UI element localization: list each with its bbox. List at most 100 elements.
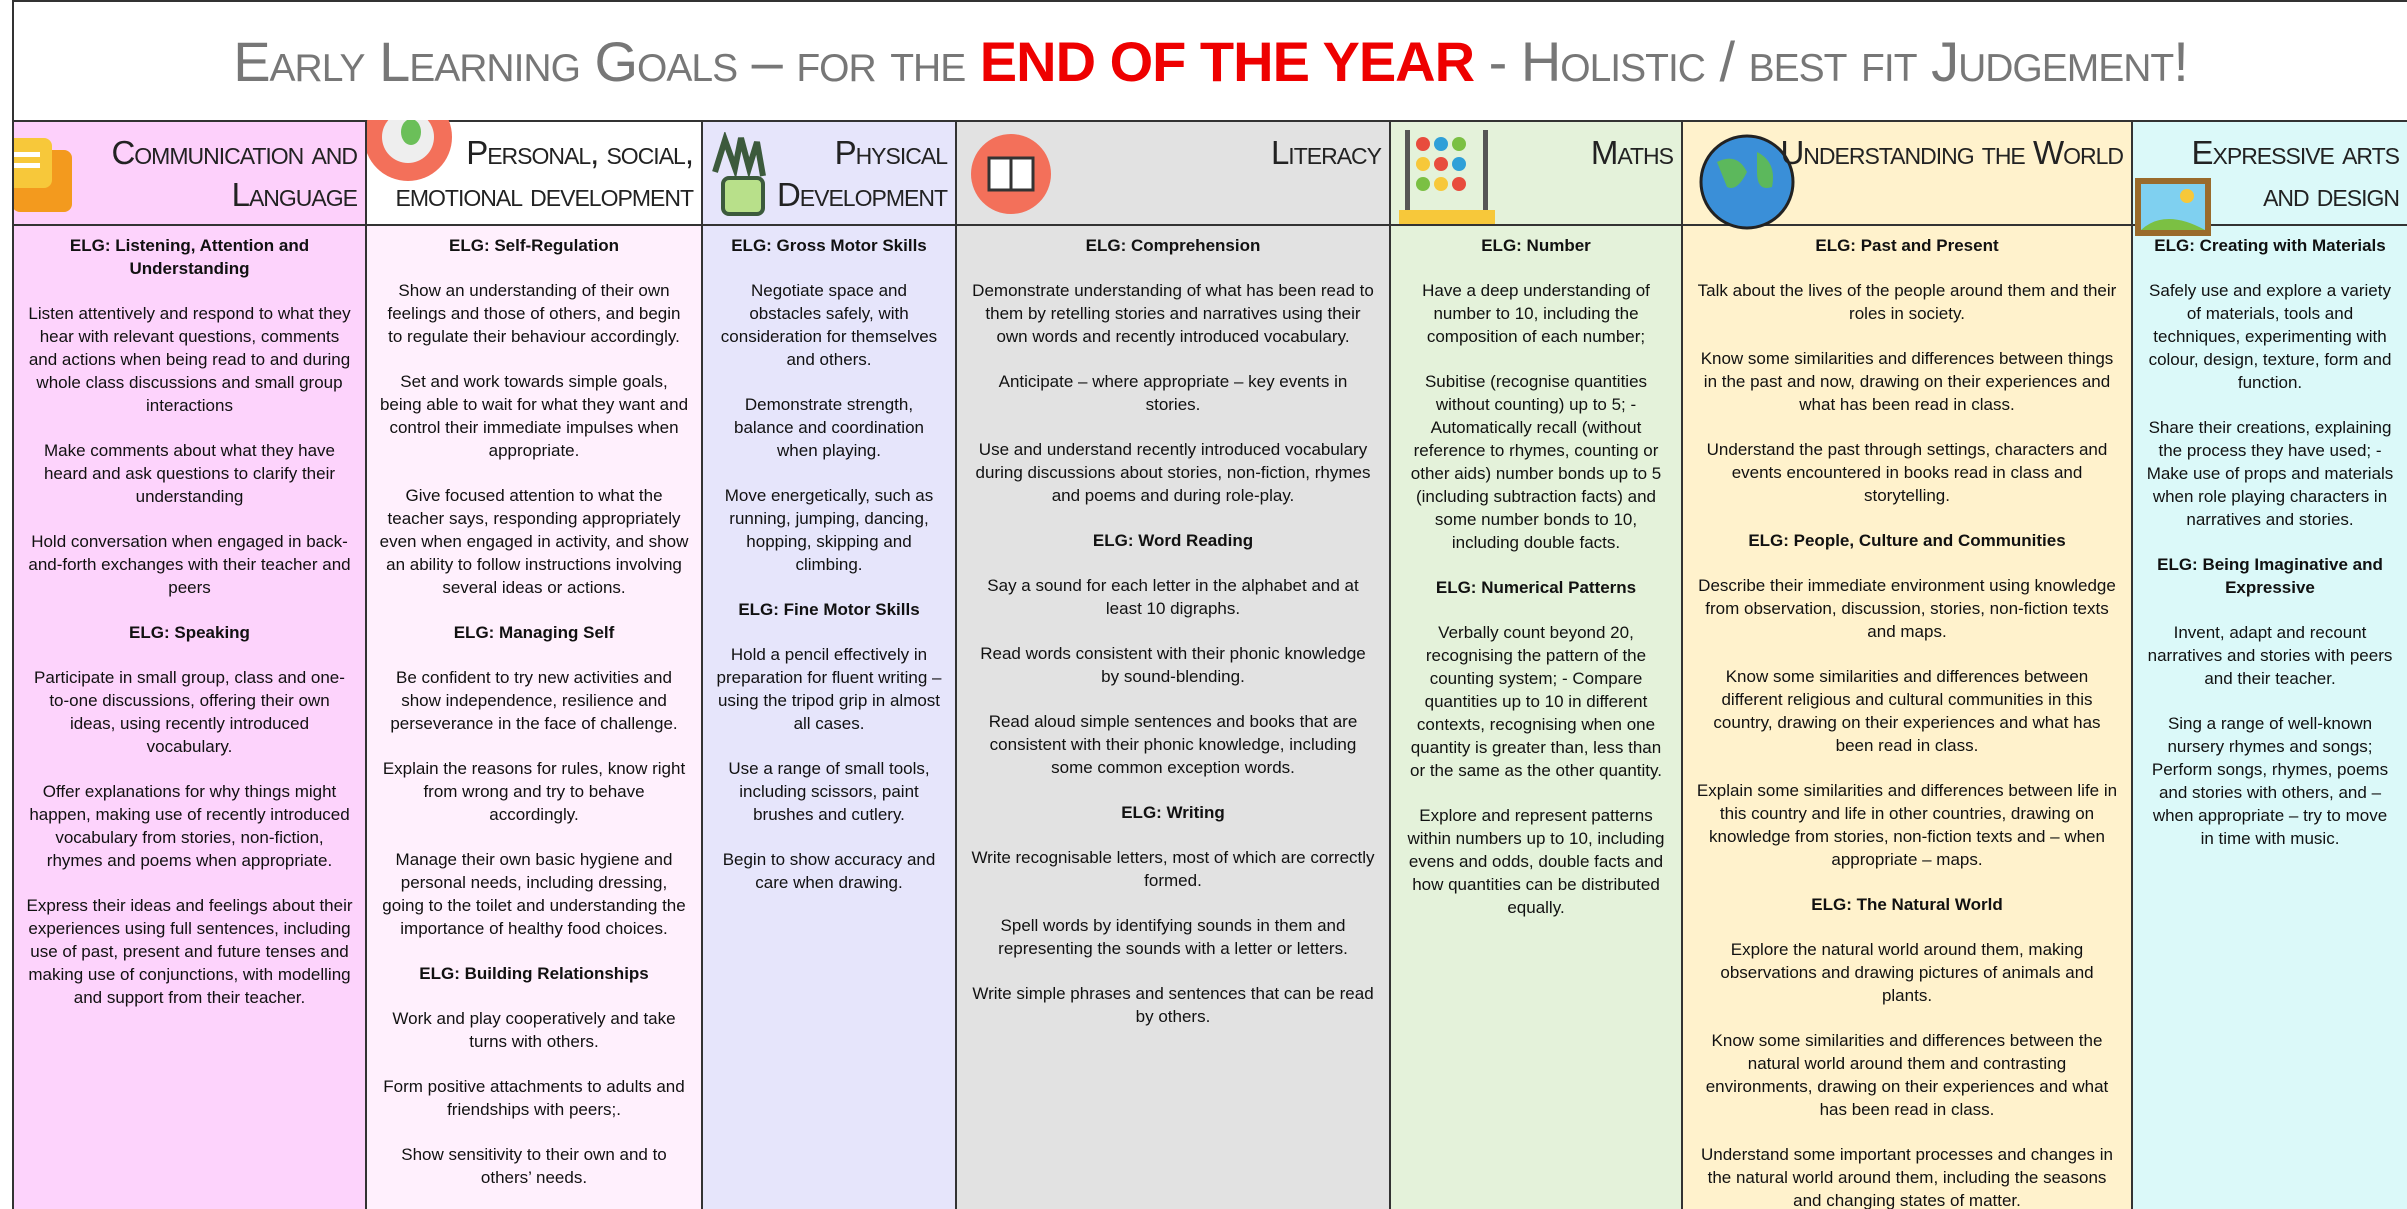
goal-text: Manage their own basic hygiene and perso… — [382, 850, 686, 938]
goal-text: Listen attentively and respond to what t… — [28, 304, 351, 415]
section-heading: ELG: Being Imaginative and Expressive — [2157, 555, 2383, 597]
goal-text: Be confident to try new activities and s… — [390, 668, 678, 733]
icon — [712, 132, 766, 216]
goal-text: Give focused attention to what the teach… — [379, 486, 689, 597]
goal-text: Explore the natural world around them, m… — [1720, 940, 2094, 1005]
goal-text: Use a range of small tools, including sc… — [728, 759, 930, 824]
column-body: ELG: Creating with Materials Safely use a… — [2133, 226, 2407, 880]
goal-text: Work and play cooperatively and take tur… — [392, 1009, 676, 1051]
icon — [1699, 134, 1795, 230]
column-title: Expressive arts and design — [2191, 134, 2400, 213]
goal-text: Know some similarities and differences b… — [1705, 1031, 2109, 1119]
goal-text: Hold a pencil effectively in preparation… — [716, 645, 942, 733]
goal-text: Know some similarities and differences b… — [1700, 349, 2114, 414]
goal-text: Talk about the lives of the people aroun… — [1697, 281, 2117, 323]
section-heading: ELG: Past and Present — [1815, 236, 1999, 255]
goal-text: Know some similarities and differences b… — [1713, 667, 2101, 755]
column-body: ELG: Past and Present Talk about the live… — [1683, 226, 2131, 1209]
goal-text: Safely use and explore a variety of mate… — [2148, 281, 2392, 392]
section-heading: ELG: Numerical Patterns — [1435, 578, 1637, 597]
goal-text: Have a deep understanding of number to 1… — [1422, 281, 1650, 346]
title-bar: Early Learning Goals – for the END OF TH… — [12, 0, 2407, 120]
column: Personal, social, emotional development E… — [365, 120, 701, 1209]
goal-text: Demonstrate strength, balance and coordi… — [734, 395, 924, 460]
title: Early Learning Goals – for the END OF TH… — [14, 2, 2407, 122]
column-body: ELG: Gross Motor Skills Negotiate space a… — [703, 226, 955, 924]
column: Maths ELG: Number Have a deep understandin… — [1389, 120, 1681, 1209]
section-heading: ELG: Managing Self — [453, 623, 615, 642]
section-heading: ELG: The Natural World — [1811, 895, 2003, 914]
column-body: ELG: Comprehension Demonstrate understand… — [957, 226, 1389, 1058]
column-header: Physical Development — [703, 120, 955, 226]
section-heading: ELG: Word Reading — [1092, 531, 1254, 550]
goal-text: Hold conversation when engaged in back-a… — [28, 532, 351, 597]
section-heading: ELG: Building Relationships — [419, 964, 649, 983]
section-heading: ELG: Creating with Materials — [2154, 236, 2386, 255]
goal-text: Form positive attachments to adults and … — [383, 1077, 685, 1119]
column: Communication and Language ELG: Listening… — [12, 120, 365, 1209]
goal-text: Subitise (recognise quantities without c… — [1410, 372, 1662, 552]
column-header: Expressive arts and design — [2133, 120, 2407, 236]
goal-text: Offer explanations for why things might … — [29, 782, 350, 870]
title-end: - Holistic / best fit Judgement! — [1488, 30, 2189, 93]
goal-text: Explore and represent patterns within nu… — [1407, 806, 1665, 917]
column-title: Literacy — [1270, 134, 1382, 171]
column-title: Maths — [1590, 134, 1674, 171]
section-heading: ELG: Fine Motor Skills — [738, 600, 920, 619]
goal-text: Describe their immediate environment usi… — [1698, 576, 2116, 641]
goal-text: Show an understanding of their own feeli… — [387, 281, 681, 346]
goal-text: Share their creations, explaining the pr… — [2146, 418, 2394, 529]
column-title: Communication and Language — [111, 134, 358, 213]
column: Physical Development ELG: Gross Motor Ski… — [701, 120, 955, 1209]
column-title: Understanding the World — [1780, 134, 2124, 171]
section-heading: ELG: Self-Regulation — [449, 236, 619, 255]
goal-text: Read words consistent with their phonic … — [980, 644, 1366, 686]
goal-text: Explain some similarities and difference… — [1696, 781, 2118, 869]
goal-text: Understand the past through settings, ch… — [1706, 440, 2108, 505]
title-highlight: END OF THE YEAR — [979, 30, 1475, 93]
goal-text: Spell words by identifying sounds in the… — [998, 916, 1348, 958]
icon — [2135, 178, 2211, 236]
goal-text: Anticipate – where appropriate – key eve… — [998, 372, 1348, 414]
column-title: Physical Development — [776, 134, 948, 213]
goal-text: Begin to show accuracy and care when dra… — [722, 850, 936, 892]
icon — [1399, 130, 1495, 224]
goal-text: Write recognisable letters, most of whic… — [971, 848, 1375, 890]
icon — [367, 120, 452, 181]
goal-text: Make comments about what they have heard… — [43, 441, 336, 506]
column-title: Personal, social, emotional development — [395, 134, 694, 213]
icon — [14, 138, 72, 212]
goal-text: Demonstrate understanding of what has be… — [972, 281, 1374, 346]
section-heading: ELG: Number — [1481, 236, 1591, 255]
column-header: Maths — [1391, 120, 1681, 226]
section-heading: ELG: Gross Motor Skills — [731, 236, 927, 255]
goal-text: Negotiate space and obstacles safely, wi… — [720, 281, 938, 369]
goal-text: Express their ideas and feelings about t… — [26, 896, 353, 1007]
column-header: Understanding the World — [1683, 120, 2131, 230]
column-body: ELG: Number Have a deep understanding of … — [1391, 226, 1681, 949]
column: Literacy ELG: Comprehension Demonstrate un… — [955, 120, 1389, 1209]
section-heading: ELG: Comprehension — [1085, 236, 1261, 255]
section-heading: ELG: People, Culture and Communities — [1748, 531, 2066, 550]
goal-text: Move energetically, such as running, jum… — [724, 486, 934, 574]
column-header: Personal, social, emotional development — [367, 120, 701, 226]
column-header: Literacy — [957, 120, 1389, 226]
column: Understanding the World ELG: Past and Pre… — [1681, 120, 2131, 1209]
goal-text: Set and work towards simple goals, being… — [379, 372, 689, 460]
section-heading: ELG: Writing — [1121, 803, 1225, 822]
goal-text: Say a sound for each letter in the alpha… — [987, 576, 1359, 618]
column-header: Communication and Language — [14, 120, 365, 226]
column-body: ELG: Listening, Attention and Understand… — [14, 226, 365, 1039]
title-start: Early Learning Goals – for the — [233, 30, 966, 93]
goal-text: Verbally count beyond 20, recognising th… — [1410, 623, 1662, 780]
column: Expressive arts and design ELG: Creating … — [2131, 120, 2407, 1209]
goal-text: Invent, adapt and recount narratives and… — [2147, 623, 2393, 688]
goal-text: Understand some important processes and … — [1700, 1145, 2113, 1209]
icon — [971, 134, 1051, 214]
goal-text: Write simple phrases and sentences that … — [972, 984, 1374, 1026]
column-body: ELG: Self-Regulation Show an understandin… — [367, 226, 701, 1209]
section-heading: ELG: Speaking — [129, 623, 250, 642]
goal-text: Read aloud simple sentences and books th… — [988, 712, 1358, 777]
goal-text: Show sensitivity to their own and to oth… — [401, 1145, 667, 1187]
